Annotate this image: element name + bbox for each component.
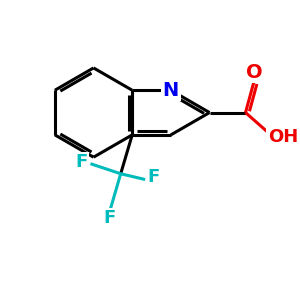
Text: F: F bbox=[76, 153, 88, 171]
Text: F: F bbox=[148, 168, 160, 186]
Text: F: F bbox=[103, 209, 115, 227]
Text: OH: OH bbox=[268, 128, 298, 146]
Text: O: O bbox=[246, 63, 262, 82]
Text: N: N bbox=[163, 81, 179, 100]
